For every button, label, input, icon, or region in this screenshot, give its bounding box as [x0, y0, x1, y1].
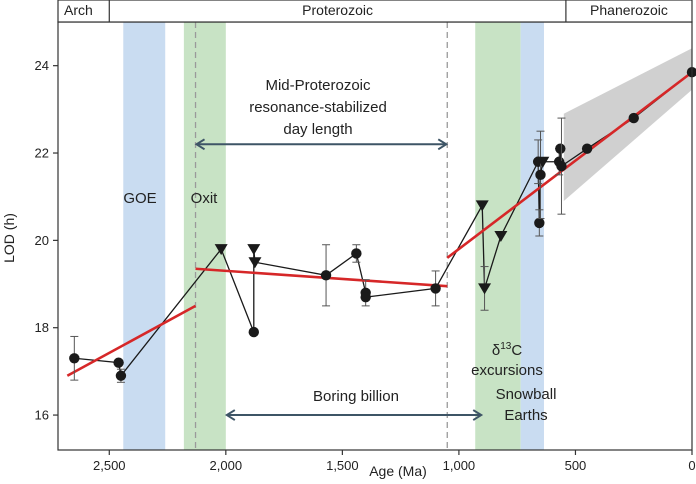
mid-arrow-head-left: [194, 138, 206, 151]
data-point-triangle: [247, 244, 261, 256]
boring-billion-label: Boring billion: [313, 388, 399, 405]
data-point-circle: [351, 248, 362, 259]
confidence-band: [563, 48, 692, 202]
confidence-band-layer: [563, 48, 692, 202]
data-point-circle: [534, 217, 545, 229]
snowball-label-1: Snowball: [496, 386, 557, 403]
data-point-triangle: [494, 231, 508, 242]
x-tick-label: 2,500: [93, 458, 126, 473]
data-point-circle: [113, 357, 124, 368]
x-tick-label: 0: [688, 458, 695, 473]
era-label: Arch: [64, 2, 93, 18]
goe-label: GOE: [123, 190, 156, 207]
data-point-circle: [320, 270, 332, 281]
points-layer: [69, 67, 696, 383]
data-point-triangle: [478, 283, 492, 295]
data-point-circle: [248, 326, 259, 338]
x-tick-label: 500: [565, 458, 587, 473]
d13c-label: δ13C: [492, 341, 522, 359]
data-point-circle: [69, 353, 80, 364]
data-point-circle: [360, 291, 371, 303]
data-point-triangle: [214, 244, 228, 256]
arrows-layer: [194, 138, 484, 421]
x-axis-title: Age (Ma): [369, 463, 427, 479]
band: [183, 22, 226, 450]
x-tick-label: 2,000: [210, 458, 243, 473]
era-bar: Arch Proterozoic Phanerozoic: [57, 0, 693, 23]
data-point-circle: [555, 143, 566, 154]
era-bar-frame: [57, 0, 693, 23]
excursions-label: excursions: [471, 362, 543, 379]
oxit-label: Oxit: [191, 190, 219, 207]
x-tick-label: 1,500: [326, 458, 359, 473]
mid-proterozoic-label-2: resonance-stabilized: [249, 99, 387, 116]
dashed-lines-layer: [194, 22, 448, 450]
data-point-triangle: [248, 257, 262, 269]
snowball-label-2: Earths: [504, 407, 547, 424]
y-tick-label: 20: [35, 233, 49, 248]
y-axis-title: LOD (h): [1, 213, 17, 263]
x-tick-label: 1,000: [443, 458, 476, 473]
data-point-circle: [581, 143, 593, 154]
mid-proterozoic-label-3: day length: [283, 121, 352, 138]
bands-layer: [123, 22, 544, 450]
fit-line: [66, 304, 197, 377]
data-point-circle: [535, 169, 546, 181]
fit-line: [446, 71, 693, 259]
y-tick-label: 16: [35, 408, 49, 423]
data-point-circle: [115, 370, 127, 381]
era-label: Phanerozoic: [590, 2, 668, 18]
axes-layer: 2,500 2,000 1,500 1,000 500 0 16 18 20 22 24: [35, 21, 696, 473]
y-tick-label: 22: [35, 146, 49, 161]
boring-arrow-head-right: [472, 409, 484, 421]
y-tick-label: 24: [35, 58, 49, 73]
y-tick-label: 18: [35, 320, 49, 335]
data-point-triangle: [475, 200, 489, 212]
data-point-triangle: [536, 156, 550, 168]
mid-proterozoic-label-1: Mid-Proterozoic: [265, 77, 371, 94]
band: [520, 22, 544, 450]
boring-arrow-head-left: [224, 409, 236, 421]
band: [123, 22, 166, 450]
era-label: Proterozoic: [302, 2, 373, 18]
data-point-circle: [556, 160, 567, 172]
data-point-circle: [430, 283, 441, 294]
mid-arrow-head-right: [437, 138, 449, 151]
data-point-circle: [628, 112, 639, 124]
